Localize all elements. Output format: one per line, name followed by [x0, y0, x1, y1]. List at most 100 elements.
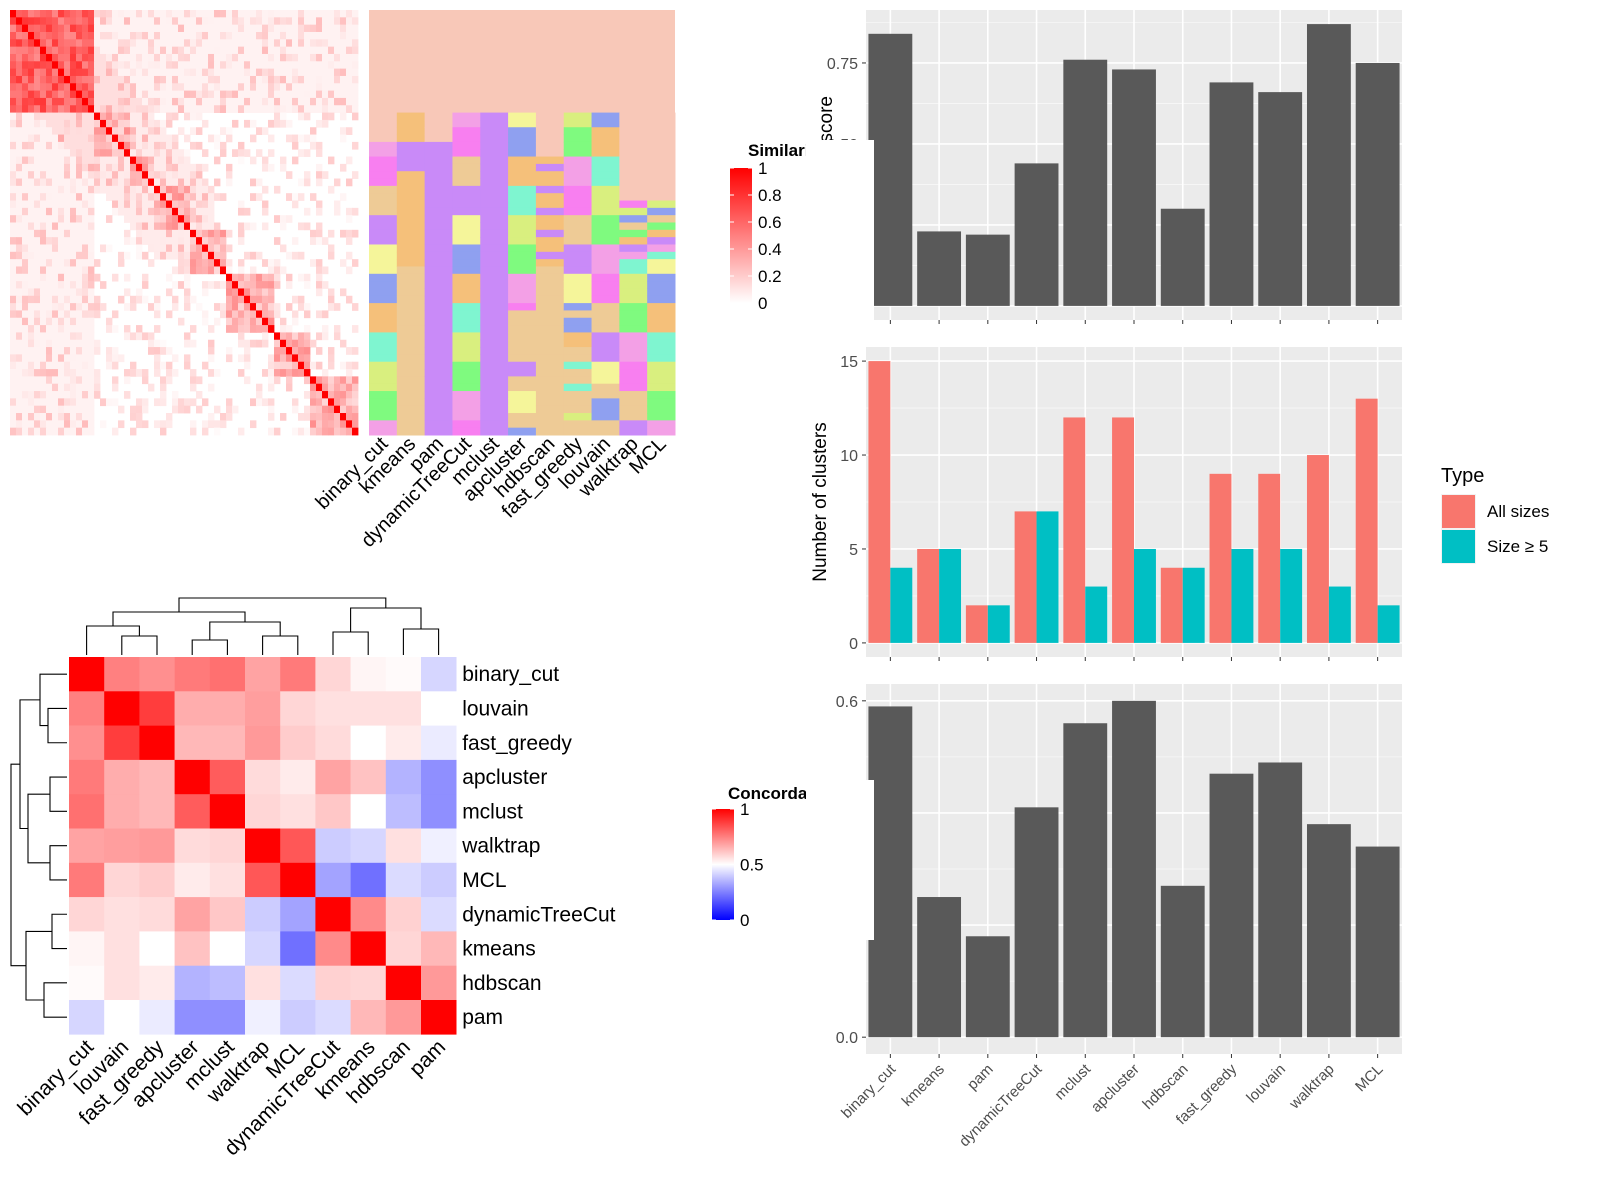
similarity-cell	[64, 391, 71, 399]
similarity-cell	[346, 391, 353, 399]
concordance-cell	[385, 691, 422, 726]
similarity-cell	[94, 24, 101, 33]
similarity-cell	[136, 24, 143, 33]
similarity-cell	[82, 354, 89, 363]
similarity-cell	[106, 83, 113, 92]
similarity-cell	[58, 310, 65, 319]
similarity-legend-tick: 0.6	[758, 213, 782, 232]
similarity-cell	[232, 119, 239, 128]
similarity-cell	[82, 90, 89, 99]
similarity-cell	[16, 207, 23, 216]
similarity-cell	[220, 97, 227, 106]
similarity-cell	[124, 97, 131, 106]
similarity-cell	[274, 97, 281, 106]
similarity-cell	[88, 273, 95, 282]
similarity-cell	[166, 376, 173, 385]
similarity-cell	[52, 39, 59, 48]
similarity-cell	[154, 185, 161, 194]
similarity-cell	[10, 273, 17, 282]
similarity-cell	[268, 310, 275, 319]
cluster-grid-cell	[563, 398, 593, 407]
similarity-cell	[10, 295, 17, 304]
similarity-cell	[214, 420, 221, 429]
similarity-cell	[172, 46, 179, 55]
similarity-cell	[280, 90, 287, 99]
concordance-cell	[209, 691, 246, 726]
similarity-cell	[292, 427, 299, 436]
similarity-cell	[220, 310, 227, 319]
similarity-cell	[172, 303, 179, 311]
similarity-cell	[226, 127, 233, 135]
similarity-cell	[172, 24, 179, 33]
similarity-cell	[184, 53, 191, 62]
similarity-cell	[346, 369, 353, 377]
similarity-cell	[298, 39, 305, 48]
similarity-cell	[352, 61, 359, 70]
cluster-grid-cell	[535, 134, 565, 143]
similarity-cell	[130, 156, 137, 165]
similarity-cell	[274, 90, 281, 99]
similarity-cell	[112, 200, 119, 209]
similarity-cell	[304, 273, 311, 282]
similarity-cell	[352, 17, 359, 26]
similarity-cell	[256, 398, 263, 407]
cluster-grid-cell	[563, 413, 593, 421]
concordance-cell	[69, 897, 105, 932]
similarity-cell	[16, 237, 23, 245]
similarity-cell	[214, 427, 221, 436]
similarity-cell	[328, 288, 335, 297]
similarity-cell	[334, 303, 341, 311]
concordance-cell	[421, 828, 457, 864]
similarity-cell	[10, 200, 17, 209]
similarity-cell	[166, 420, 173, 429]
similarity-cell	[124, 207, 131, 216]
similarity-cell	[220, 229, 227, 238]
similarity-cell	[334, 398, 341, 407]
cluster-grid-cell	[619, 391, 648, 399]
similarity-cell	[148, 105, 155, 113]
similarity-cell	[58, 251, 65, 260]
similarity-cell	[88, 17, 95, 26]
similarity-cell	[262, 222, 269, 231]
cluster-grid-cell	[452, 127, 481, 136]
similarity-cell	[148, 185, 155, 194]
similarity-cell	[22, 10, 29, 18]
similarity-cell	[22, 171, 29, 179]
similarity-cell	[334, 53, 341, 62]
similarity-cell	[340, 405, 347, 414]
bar-all-sizes	[1160, 567, 1183, 643]
cluster-grid-cell	[619, 119, 648, 128]
similarity-cell	[46, 398, 53, 407]
similarity-cell	[316, 90, 323, 99]
cluster-grid-cell	[647, 273, 676, 282]
similarity-cell	[64, 200, 71, 209]
similarity-cell	[208, 383, 215, 392]
similarity-cell	[256, 383, 263, 392]
similarity-cell	[10, 369, 17, 377]
similarity-cell	[244, 347, 251, 355]
similarity-legend-title: Similarity	[748, 141, 825, 160]
similarity-cell	[208, 193, 215, 201]
similarity-cell	[310, 361, 317, 370]
similarity-cell	[22, 259, 29, 267]
similarity-cell	[166, 134, 173, 143]
similarity-cell	[262, 163, 269, 172]
similarity-cell	[94, 75, 101, 84]
bar-size-ge-5	[1280, 548, 1303, 643]
similarity-cell	[196, 200, 203, 209]
similarity-cell	[40, 127, 47, 135]
similarity-cell	[64, 17, 71, 26]
similarity-cell	[70, 134, 77, 143]
similarity-cell	[340, 112, 347, 121]
similarity-cell	[328, 244, 335, 253]
similarity-cell	[160, 171, 167, 179]
similarity-cell	[28, 281, 35, 289]
similarity-cell	[82, 369, 89, 377]
similarity-cell	[232, 288, 239, 297]
similarity-cell	[112, 83, 119, 92]
similarity-cell	[70, 10, 77, 18]
similarity-cell	[76, 244, 83, 253]
cluster-grid-cell	[396, 295, 426, 304]
cluster-grid-cell	[424, 149, 453, 158]
similarity-cell	[346, 427, 353, 436]
